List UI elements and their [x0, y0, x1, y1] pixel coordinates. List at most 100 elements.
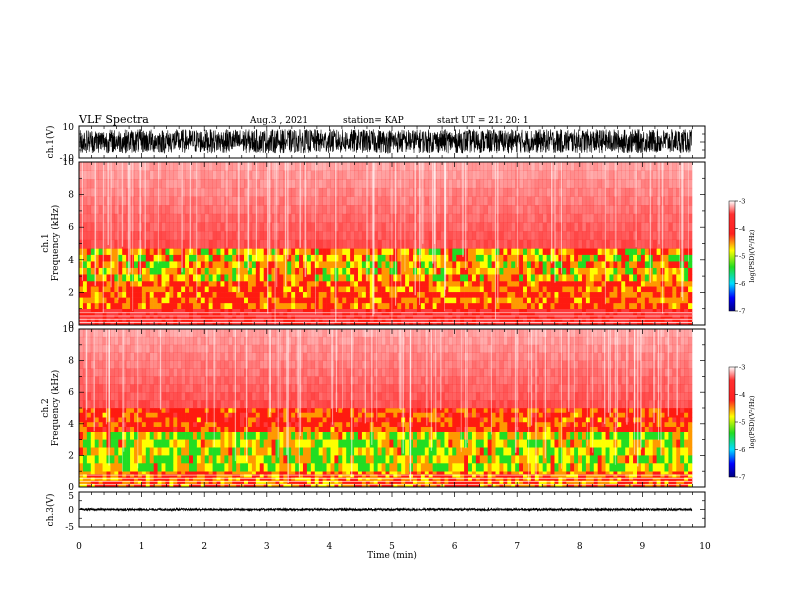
spectrogram-cell: [213, 231, 217, 240]
spectrogram-cell: [441, 179, 445, 188]
spectrogram-cell: [562, 303, 566, 309]
spectrogram-cell: [217, 205, 221, 214]
spectrogram-cell: [653, 255, 657, 262]
spectrogram-cell: [594, 179, 598, 188]
spectrogram-cell: [146, 287, 150, 293]
spectrogram-cell: [279, 309, 283, 313]
spectrogram-cell: [547, 274, 551, 281]
spectrogram-cell: [386, 298, 390, 304]
spectrogram-cell: [330, 261, 334, 268]
spectrogram-cell: [507, 162, 511, 171]
spectrogram-cell: [602, 309, 606, 313]
spectrogram-cell: [338, 287, 342, 293]
spectrogram-cell: [476, 231, 480, 240]
spectrogram-cell: [649, 298, 653, 304]
spectrogram-cell: [205, 274, 209, 281]
spectrogram-cell: [275, 222, 279, 231]
spectrogram-cell: [236, 309, 240, 313]
spectrogram-cell: [338, 179, 342, 188]
spectrogram-cell: [232, 179, 236, 188]
spectrogram-cell: [598, 214, 602, 223]
spectrogram-cell: [87, 298, 91, 304]
spectrogram-cell: [201, 471, 205, 474]
spectrogram-cell: [480, 205, 484, 214]
spectrogram-cell: [303, 287, 307, 293]
spectrogram-cell: [590, 292, 594, 298]
spectrogram-cell: [256, 274, 260, 281]
spectrogram-cell: [409, 214, 413, 223]
spectrogram-cell: [91, 471, 95, 474]
spectrogram-cell: [598, 255, 602, 262]
spectrogram-cell: [645, 255, 649, 262]
spectrogram-cell: [641, 274, 645, 281]
spectrogram-cell: [515, 287, 519, 293]
spectrogram-cell: [240, 261, 244, 268]
spectrogram-cell: [162, 231, 166, 240]
spectrogram-cell: [291, 240, 295, 249]
spectrogram-cell: [598, 205, 602, 214]
spectrogram-cell: [346, 240, 350, 249]
spectrogram-cell: [480, 303, 484, 309]
spectrogram-cell: [107, 274, 111, 281]
spectrogram-cell: [232, 261, 236, 268]
spectrogram-cell: [366, 287, 370, 293]
spectrogram-cell: [613, 309, 617, 313]
spectrogram-cell: [146, 205, 150, 214]
spectrogram-cell: [621, 205, 625, 214]
spectrogram-cell: [362, 292, 366, 298]
spectrogram-cell: [177, 205, 181, 214]
spectrogram-cell: [342, 309, 346, 313]
spectrogram-cell: [181, 471, 185, 474]
spectrogram-cell: [189, 268, 193, 275]
spectrogram-cell: [232, 287, 236, 293]
spectrogram-cell: [330, 255, 334, 262]
spectrogram-cell: [566, 298, 570, 304]
spectrogram-cell: [228, 171, 232, 180]
spectrogram-cell: [279, 255, 283, 262]
spectrogram-cell: [570, 171, 574, 180]
spectrogram-cell: [672, 162, 676, 171]
spectrogram-cell: [484, 162, 488, 171]
spectrogram-cell: [460, 274, 464, 281]
impulse-stripe: [680, 162, 681, 270]
spectrogram-cell: [566, 287, 570, 293]
spectrogram-cell: [582, 298, 586, 304]
spectrogram-cell: [91, 274, 95, 281]
spectrogram-cell: [99, 303, 103, 309]
spectrogram-cell: [523, 268, 527, 275]
spectrogram-cell: [79, 303, 83, 309]
spectrogram-cell: [173, 309, 177, 313]
spectrogram-cell: [279, 222, 283, 231]
spectrogram-cell: [409, 179, 413, 188]
spectrogram-cell: [264, 471, 268, 474]
spectrogram-cell: [441, 205, 445, 214]
spectrogram-cell: [617, 268, 621, 275]
spectrogram-cell: [437, 197, 441, 206]
spectrogram-cell: [617, 240, 621, 249]
spectrogram-cell: [150, 261, 154, 268]
spectrogram-cell: [366, 303, 370, 309]
spectrogram-cell: [146, 179, 150, 188]
spectrogram-cell: [79, 281, 83, 287]
spectrogram-cell: [173, 287, 177, 293]
spectrogram-cell: [405, 240, 409, 249]
impulse-stripe: [445, 162, 446, 290]
spectrogram-cell: [625, 197, 629, 206]
spectrogram-cell: [299, 292, 303, 298]
spectrogram-cell: [295, 303, 299, 309]
spectrogram-cell: [177, 303, 181, 309]
spectrogram-cell: [185, 303, 189, 309]
spectrogram-cell: [83, 268, 87, 275]
spectrogram-cell: [649, 281, 653, 287]
spectrogram-cell: [496, 303, 500, 309]
spectrogram-cell: [511, 281, 515, 287]
spectrogram-cell: [515, 303, 519, 309]
spectrogram-cell: [350, 162, 354, 171]
spectrogram-cell: [279, 197, 283, 206]
spectrogram-cell: [162, 222, 166, 231]
spectrogram-cell: [162, 197, 166, 206]
spectrogram-cell: [476, 274, 480, 281]
spectrogram-cell: [291, 309, 295, 313]
spectrogram-cell: [606, 261, 610, 268]
spectrogram-cell: [389, 303, 393, 309]
